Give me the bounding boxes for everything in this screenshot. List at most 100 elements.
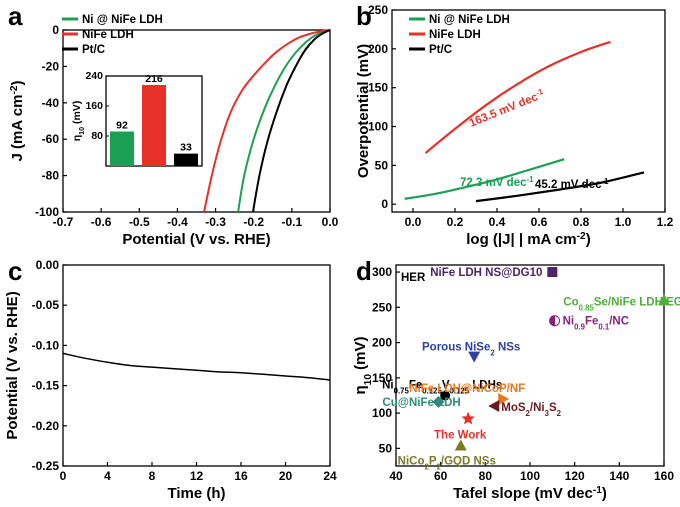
panel-b-y-tick-label: 150 [368,81,388,95]
panel-c-x-tick-label: 12 [190,469,204,483]
inset-bar [142,85,166,166]
panel-c-y-tick-label: -0.20 [32,419,60,433]
panel-c-y-tick-label: 0.00 [36,258,60,272]
panel-d-point-label: Ni0.75Fe0.125V0.125 LDHs [382,379,502,395]
panel-b-x-tick-label: 0.0 [405,215,422,229]
panel-b-legend-entry: NiFe LDH [429,29,481,41]
panel-b-series-line-nife-ldh [424,40,611,154]
panel-b-y-axis-label: Overpotential (mV) [355,44,372,178]
panel-b-x-tick-label: 0.4 [489,215,506,229]
panel-label-a: a [8,1,23,31]
panel-a-legend-entry: NiFe LDH [82,29,134,41]
panel-d-y-axis-label: η10 (mV) [352,336,374,394]
panel-a-x-tick-label: -0.4 [167,215,188,229]
panel-a-x-tick-label: -0.6 [91,215,112,229]
panel-a-y-tick-label: -40 [42,96,60,110]
panel-d-y-tick-label: 150 [372,371,392,385]
panel-d-marker-half-circle-outline [554,315,560,327]
panel-c-y-tick-label: -0.15 [32,379,60,393]
panel-a-y-tick-label: -100 [35,205,59,219]
panel-c-series-line-0 [62,352,331,381]
panel-b-x-tick-label: 1.0 [615,215,632,229]
panel-d-marker-circle [440,390,451,401]
inset-bar-value-label: 33 [180,142,192,154]
panel-a-y-axis-label: J (mA cm-2) [9,80,27,161]
inset-bar-value-label: 92 [116,120,128,132]
panel-b-y-tick-label: 200 [368,42,388,56]
panel-a-legend-entry: Pt/C [82,44,105,56]
panel-b-series-line-ni-nife-ldh [404,158,565,200]
panel-d-x-tick-label: 140 [609,469,629,483]
panel-a-plot-frame [62,29,331,213]
inset-bar-value-label: 216 [145,73,163,85]
panel-a-series-line-pt-c [252,29,331,213]
panel-label-c: c [8,256,22,286]
panel-a-legend-entry: Ni @ NiFe LDH [82,14,163,26]
panel-c-y-tick-label: -0.05 [32,298,60,312]
panel-d-marker-diamond [432,395,445,408]
panel-d-point-label: Ni0.9Fe0.1/NC [563,316,629,332]
panel-b-slope-annotation-nife: 163.5 mV dec-1 [467,86,547,130]
panel-c-stability-plot: 0 4 8 12 16 20 24 0.00 -0.05 -0.10 -0.15 -0.20 -0.25… [4,258,337,502]
panel-b-y-tick-label: 250 [368,3,388,17]
panel-label-d: d [356,256,372,286]
panel-c-y-axis-label: Potential (V vs. RHE) [4,291,21,439]
panel-d-title: HER [401,272,426,284]
panel-d-marker-triangle-left [488,400,500,413]
panel-b-plot-frame [391,9,666,213]
panel-d-x-tick-label: 60 [434,469,448,483]
panel-d-y-tick-label: 50 [379,441,393,455]
inset-bar [110,131,134,166]
panel-d-marker-triangle-up [658,294,670,306]
panel-a-y-tick-label: -60 [42,132,60,146]
panel-b-x-tick-label: 0.2 [447,215,464,229]
panel-d-point-label: NiFe LDH@NiCoP/NF [409,383,525,395]
panel-b-y-tick-label: 0 [381,197,388,211]
panel-d-x-axis-label: Tafel slope (mV dec-1) [453,485,607,503]
panel-d-marker-triangle-up [454,439,467,451]
panel-a-x-tick-label: -0.1 [282,215,303,229]
panel-d-point-label: MoS2/Ni3S2 [501,402,561,418]
panel-d-x-tick-label: 40 [389,469,403,483]
inset-bar [174,153,198,166]
panel-d-comparison-scatter: 40 60 80 100 120 140 160 50 100 150 200 250 300 Tafel… [352,264,680,503]
panel-c-x-tick-label: 0 [60,469,67,483]
panel-c-x-tick-label: 20 [279,469,293,483]
panel-c-x-tick-label: 8 [149,469,156,483]
panel-label-b: b [356,1,372,31]
panel-d-y-tick-label: 100 [372,406,392,420]
panel-a-y-tick-label: -80 [42,169,60,183]
panel-b-slope-annotation-ptc: 45.2 mV dec-1 [535,177,609,192]
panel-d-y-tick-label: 200 [372,336,392,350]
panel-d-x-tick-label: 160 [654,469,674,483]
panel-b-tafel-plot: 0.0 0.2 0.4 0.6 0.8 1.0 1.2 0 50 100 150 200 250 log … [355,3,674,248]
panel-a-x-tick-label: 0.0 [322,215,339,229]
panel-a-series-line-nife-ldh [203,29,331,213]
panel-c-y-tick-label: -0.25 [32,459,60,473]
panel-d-point-label: Porous NiSe2 NSs [422,342,520,358]
inset-y-tick-label: 80 [91,130,103,142]
panel-a-y-tick-label: 0 [52,23,59,37]
panel-c-x-tick-label: 24 [323,469,337,483]
panel-b-slope-annotation-ni-nife: 72.3 mV dec-1 [460,175,534,190]
panel-d-marker-triangle-down [468,351,481,363]
panel-c-plot-frame [62,264,331,467]
panel-d-point-label: Cu@NiFe LDH [382,397,460,409]
panel-d-y-tick-label: 250 [372,300,392,314]
panel-d-marker-triangle-right [498,393,510,405]
panel-a-x-tick-label: -0.5 [129,215,150,229]
panel-c-x-tick-label: 4 [104,469,111,483]
panel-d-marker-half-circle [549,315,556,327]
panel-d-marker-square [547,267,558,278]
panel-d-point-label: The Work [434,430,487,442]
panel-a-x-axis-label: Potential (V vs. RHE) [122,231,270,248]
panel-b-x-axis-label: log (|J| | mA cm-2) [466,231,590,249]
panel-a-x-tick-label: -0.2 [243,215,264,229]
panel-b-legend-entry: Ni @ NiFe LDH [429,14,510,26]
panel-b-y-tick-label: 100 [368,120,388,134]
panel-b-x-tick-label: 0.8 [573,215,590,229]
panel-d-x-tick-label: 80 [479,469,493,483]
panel-d-y-tick-label: 300 [372,265,392,279]
panel-a-y-tick-label: -20 [42,59,60,73]
